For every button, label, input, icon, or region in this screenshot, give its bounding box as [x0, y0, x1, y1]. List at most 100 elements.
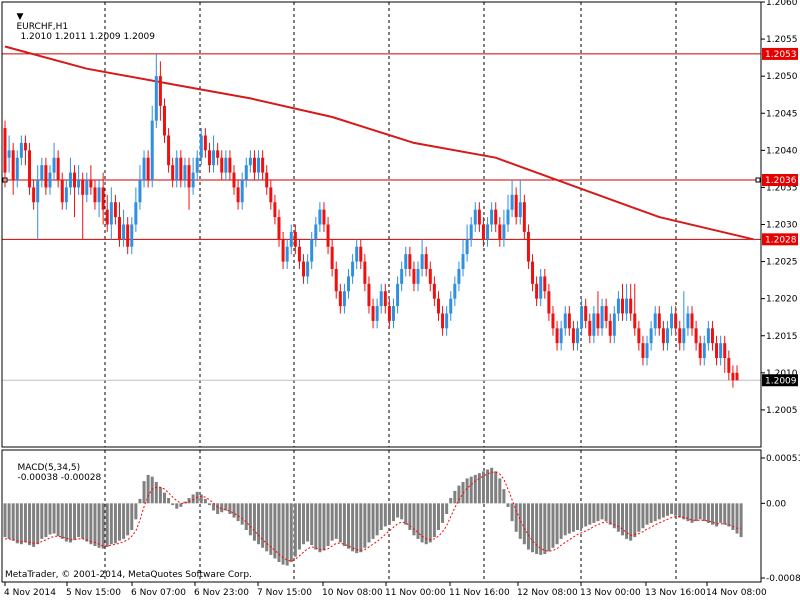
candle-body: [73, 172, 77, 188]
candle-body: [612, 313, 616, 336]
moving-average-layer: [4, 45, 754, 241]
candle: [715, 335, 719, 366]
macd-signal-line: [5, 471, 742, 562]
macd-histogram-bar: [604, 503, 608, 522]
candle: [461, 239, 465, 277]
candle: [620, 283, 624, 321]
macd-histogram-bar: [416, 503, 420, 539]
macd-histogram-bar: [510, 503, 514, 522]
candle: [297, 239, 301, 269]
candle: [3, 120, 7, 188]
macd-histogram-bar: [543, 503, 547, 554]
candle: [629, 283, 633, 321]
candle-body: [600, 306, 604, 329]
candle: [212, 135, 216, 173]
macd-histogram-bar: [432, 503, 436, 538]
candle: [576, 320, 580, 351]
macd-histogram-bar: [702, 503, 706, 522]
candle-body: [81, 180, 85, 195]
candle-body: [661, 328, 665, 344]
price-tag-label: 1.2053: [765, 50, 797, 60]
macd-histogram-bar: [175, 503, 179, 509]
candle-body: [261, 157, 265, 173]
candle-body: [314, 224, 318, 240]
candle: [351, 254, 355, 284]
candle: [199, 128, 203, 166]
macd-histogram-bar: [289, 503, 293, 562]
candle-body: [199, 135, 203, 158]
candle: [518, 180, 522, 225]
macd-histogram-bar: [620, 503, 624, 536]
candle-body: [424, 254, 428, 269]
candle-body: [126, 224, 130, 247]
macd-histogram-bar: [396, 503, 400, 518]
macd-histogram-bar: [690, 503, 694, 523]
macd-histogram-bar: [551, 503, 555, 548]
macd-histogram-bar: [36, 503, 40, 545]
macd-histogram-bar: [220, 503, 224, 513]
candle-body: [220, 157, 224, 173]
candle-body: [306, 261, 310, 277]
current-price-tag-background: [762, 374, 798, 387]
y-tick-label: 1.2055: [766, 35, 798, 45]
candle-body: [465, 239, 469, 255]
candle: [207, 142, 211, 173]
macd-histogram-bar: [473, 474, 477, 504]
candle: [735, 365, 739, 381]
candle-body: [347, 276, 351, 292]
candle-body: [130, 224, 134, 247]
candle: [526, 224, 530, 269]
candle: [686, 306, 690, 336]
macd-histogram-bar: [661, 503, 665, 518]
candle-body: [706, 328, 710, 344]
y-tick-label: 1.2040: [766, 146, 798, 156]
candle-body: [175, 157, 179, 180]
candle-body: [187, 165, 191, 188]
macd-histogram-bar: [224, 503, 228, 511]
candle: [85, 172, 89, 203]
indicator-header: MACD(5,34,5) -0.00038 -0.00028: [6, 453, 101, 493]
macd-histogram-bar: [441, 503, 445, 523]
candle-body: [396, 283, 400, 307]
macd-histogram-bar: [592, 503, 596, 523]
candle-body: [379, 291, 383, 307]
chart-menu-triangle-icon[interactable]: ▼: [16, 12, 24, 22]
macd-histogram-bar: [461, 482, 465, 504]
candle-body: [412, 269, 416, 284]
candle-body: [52, 157, 56, 173]
candle-body: [15, 157, 19, 180]
macd-histogram-bar: [130, 503, 134, 530]
candle-body: [355, 246, 359, 262]
macd-histogram-bar: [522, 503, 526, 545]
macd-histogram-bar: [48, 503, 52, 535]
candle: [15, 150, 19, 188]
candle-body: [645, 343, 649, 358]
candle-body: [653, 313, 657, 329]
macd-histogram-bar: [306, 503, 310, 542]
candle: [706, 320, 710, 351]
macd-histogram-bar: [612, 503, 616, 529]
candle: [379, 283, 383, 314]
price-tag-background: [762, 233, 798, 246]
candle: [134, 187, 138, 232]
candle-body: [633, 313, 637, 329]
candle-body: [665, 328, 669, 344]
candle-body: [657, 313, 661, 329]
candle-body: [207, 150, 211, 166]
candle: [396, 276, 400, 314]
line-handle[interactable]: [755, 177, 761, 183]
macd-histogram-bar: [625, 503, 629, 539]
candle: [690, 306, 694, 336]
candle: [543, 269, 547, 299]
macd-histogram-bar: [52, 503, 56, 534]
candle: [118, 202, 122, 247]
candle-body: [457, 269, 461, 284]
candle-body: [710, 328, 714, 344]
y-tick-label: 1.2060: [766, 0, 798, 8]
candle-body: [77, 180, 81, 188]
candle-body: [293, 231, 297, 247]
candle: [412, 261, 416, 292]
price-tag-background: [762, 47, 798, 60]
